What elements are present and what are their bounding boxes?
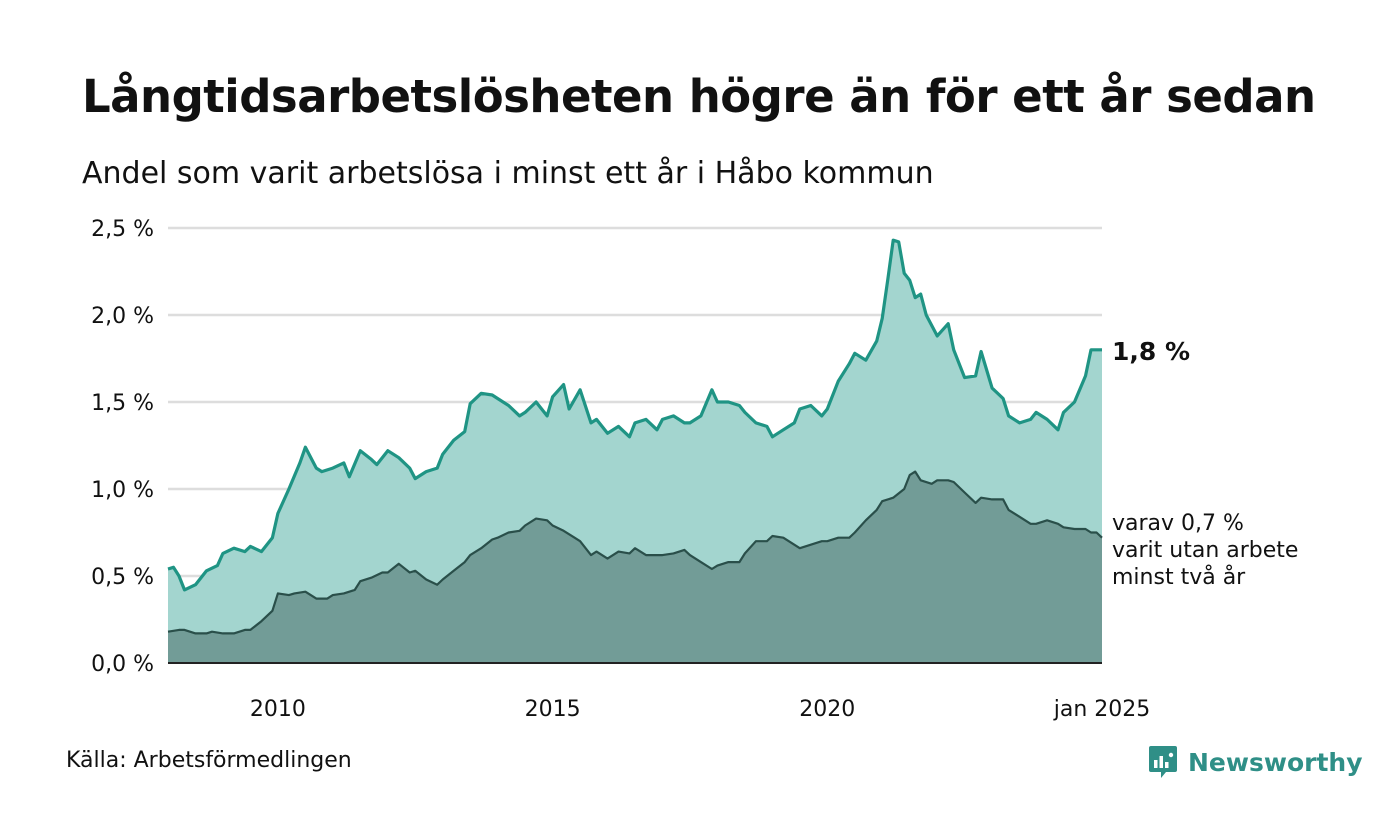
annotation-sub-line-3: minst två år	[1112, 564, 1246, 590]
line-sub	[167, 470, 1103, 635]
annotation-sub-line-2: varit utan arbete	[1112, 538, 1298, 563]
y-tick-label: 0,5 %	[91, 565, 154, 590]
chart-title: Långtidsarbetslösheten högre än för ett …	[82, 70, 1316, 123]
y-tick-label: 1,5 %	[91, 391, 154, 416]
line-total	[167, 238, 1102, 592]
y-tick-label: 1,0 %	[91, 478, 154, 503]
x-tick-label: 2015	[525, 697, 581, 722]
y-tick-label: 0,0 %	[91, 652, 154, 677]
newsworthy-logo-icon	[1149, 746, 1177, 778]
source-note: Källa: Arbetsförmedlingen	[66, 748, 352, 773]
x-tick-label: 2010	[250, 697, 306, 722]
x-tick-label: 2020	[799, 697, 855, 722]
y-tick-label: 2,0 %	[91, 304, 154, 329]
annotation-total: 1,8 %	[1112, 337, 1190, 366]
y-axis-ticks: 0,0 % 0,5 % 1,0 % 1,5 % 2,0 % 2,5 %	[91, 217, 154, 677]
annotation-sub: varav 0,7 % varit utan arbete minst två …	[1112, 511, 1305, 590]
x-axis-ticks: 2010 2015 2020 jan 2025	[250, 697, 1150, 722]
brand-name: Newsworthy	[1188, 747, 1363, 777]
x-tick-label: jan 2025	[1053, 697, 1151, 722]
area-sub	[168, 471, 1102, 663]
brand-logo: Newsworthy	[1148, 744, 1363, 780]
y-tick-label: 2,5 %	[91, 217, 154, 242]
annotation-sub-line-1: varav 0,7 %	[1112, 511, 1244, 536]
chart-subtitle: Andel som varit arbetslösa i minst ett å…	[82, 156, 934, 191]
